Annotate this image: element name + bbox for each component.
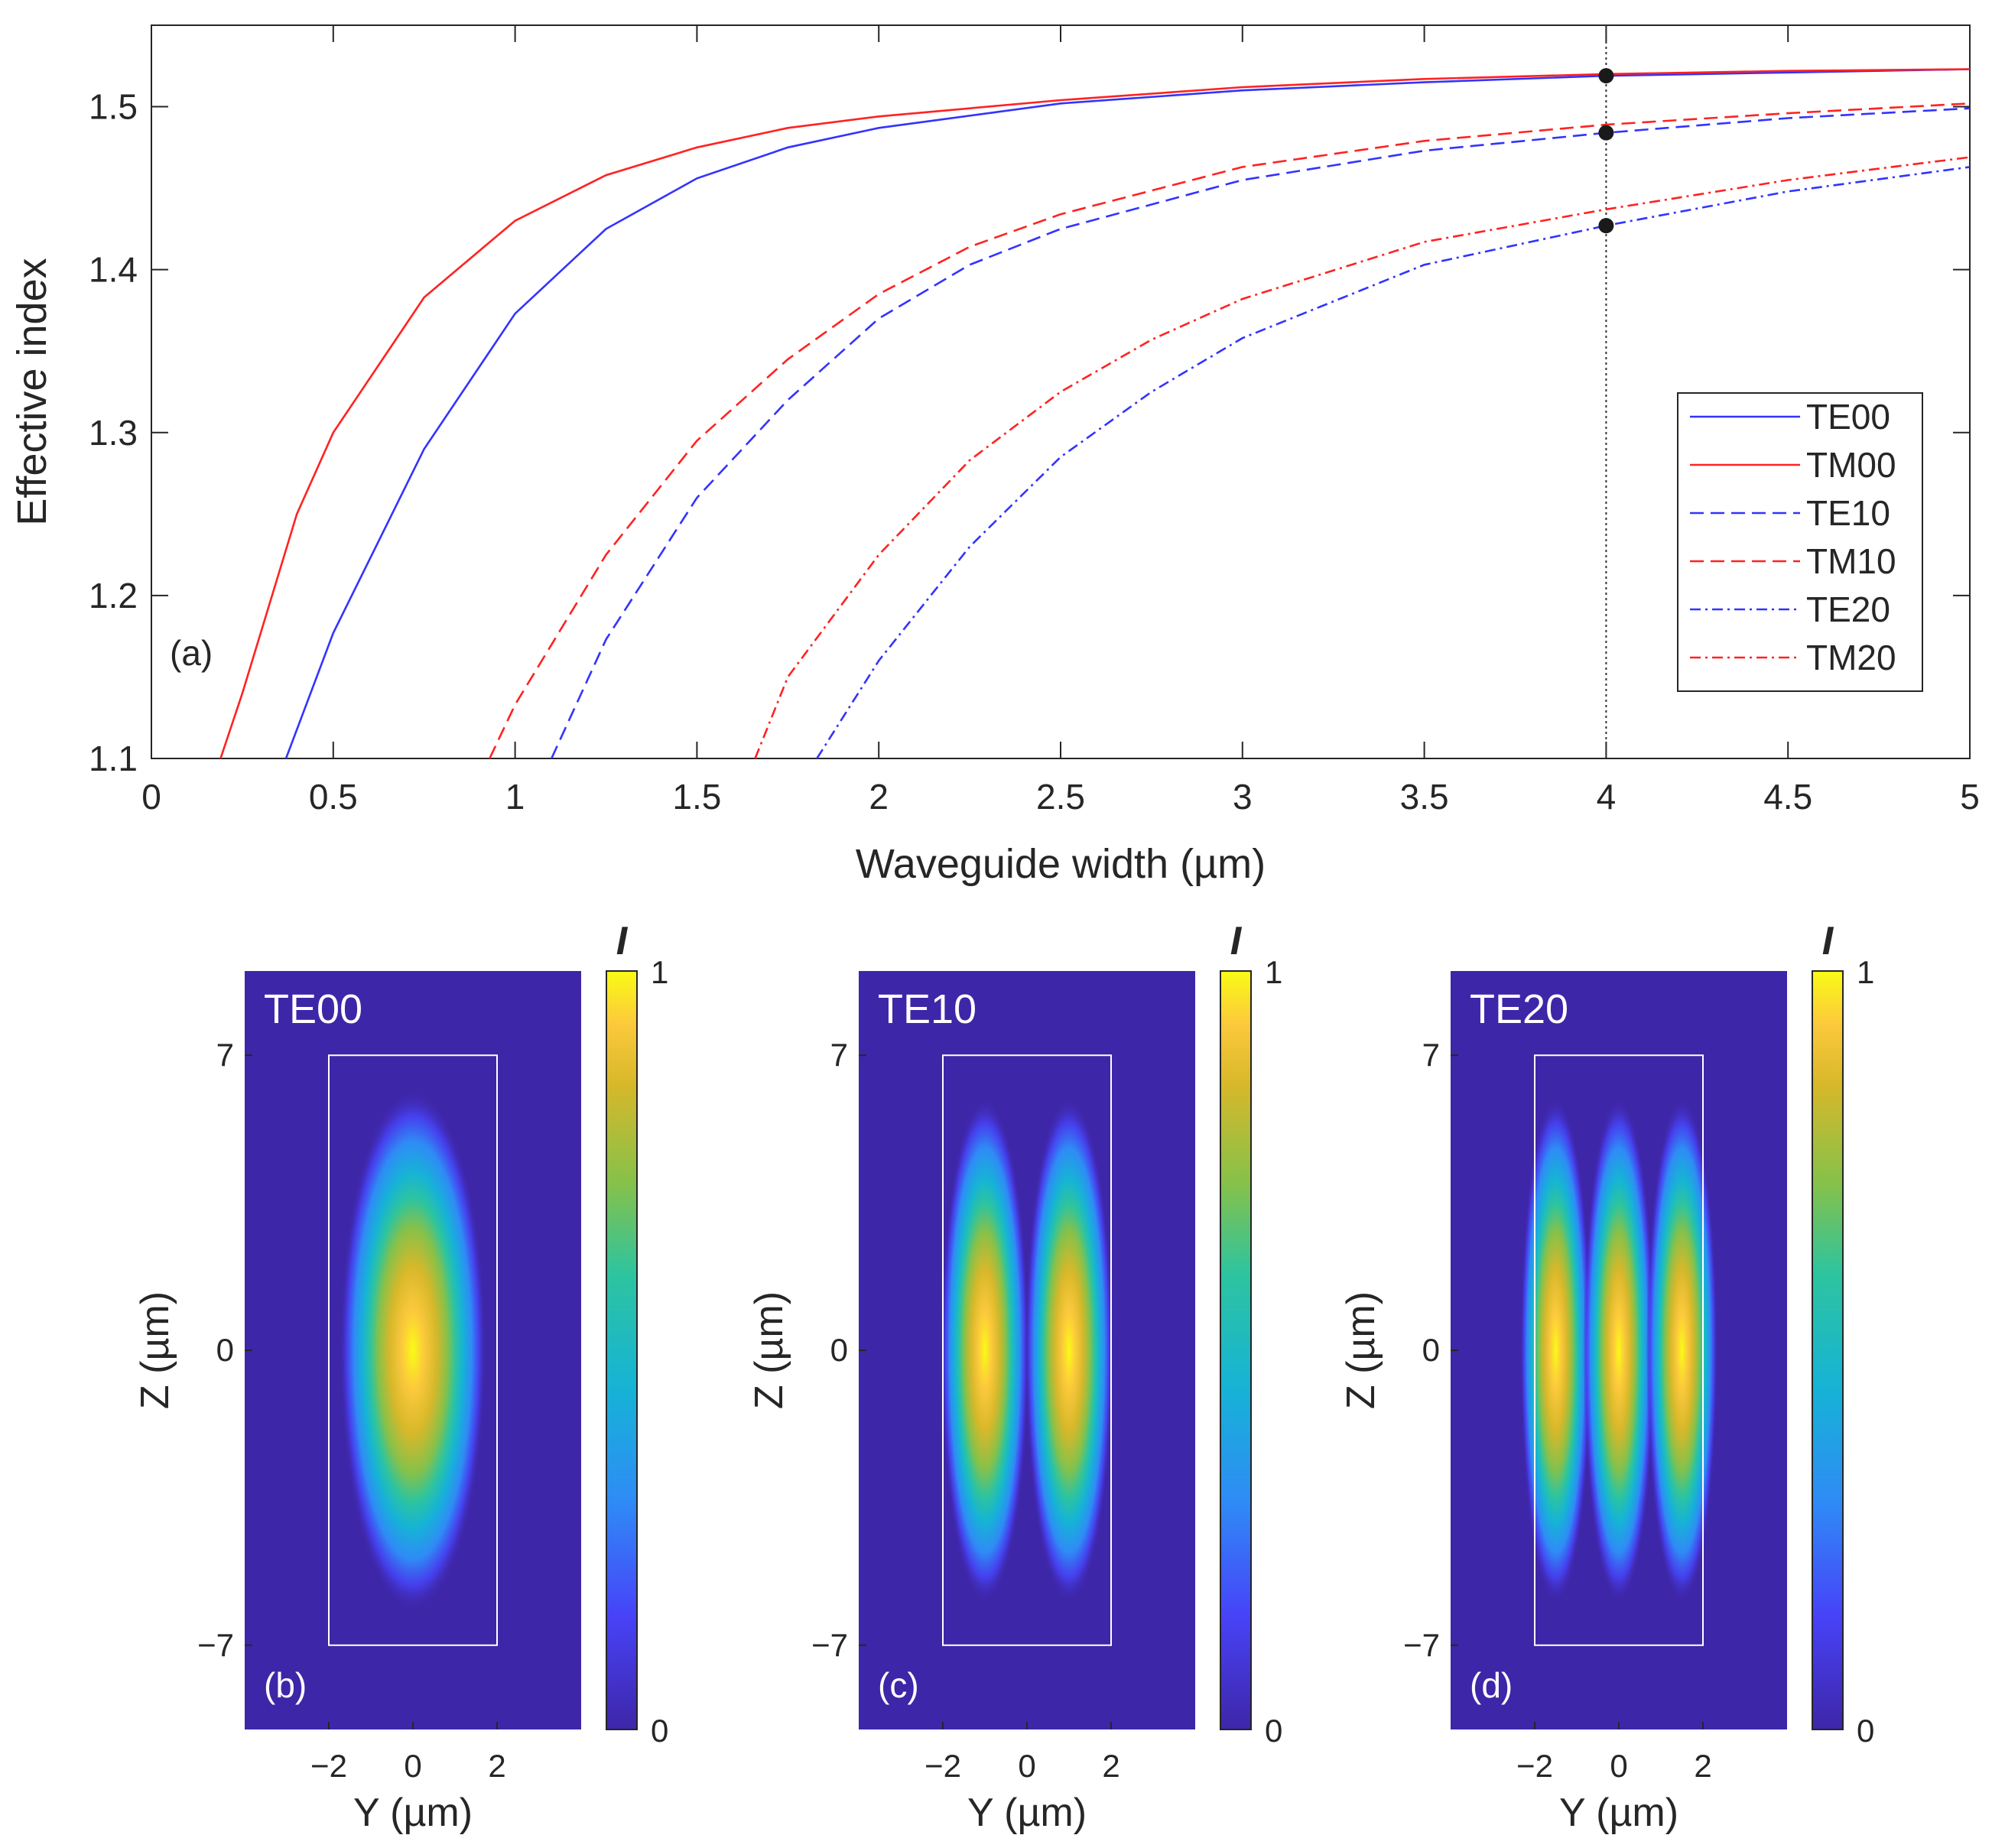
series-line-tm10 bbox=[489, 102, 1970, 758]
y-tick-label: 0 bbox=[830, 1332, 848, 1368]
y-tick-label: −7 bbox=[1403, 1627, 1440, 1663]
intensity-lobe bbox=[1646, 1097, 1718, 1603]
x-tick-label: 3.5 bbox=[1400, 777, 1449, 817]
x-tick-label: 2.5 bbox=[1036, 777, 1085, 817]
x-tick-label: 0 bbox=[1018, 1748, 1035, 1784]
x-tick-label: 0 bbox=[1610, 1748, 1627, 1784]
y-tick-label: −7 bbox=[811, 1627, 848, 1663]
x-tick-label: 2 bbox=[1102, 1748, 1119, 1784]
mode-name-label: TE10 bbox=[878, 986, 977, 1032]
colorbar-max-label: 1 bbox=[1265, 954, 1282, 990]
intensity-lobe bbox=[1025, 1097, 1113, 1603]
intensity-lobe bbox=[339, 1089, 487, 1612]
x-tick-label: 4 bbox=[1597, 777, 1617, 817]
data-marker bbox=[1598, 68, 1614, 84]
mode-profile-te00: −2 0 2 −7 0 7 Y (µm) Z (µm) TE00 (b) 1 0 I bbox=[133, 919, 668, 1835]
panel-label: (b) bbox=[264, 1665, 307, 1705]
legend: TE00 TM00 TE10 TM10 TE20 TM20 bbox=[1677, 392, 1923, 692]
waveguide-core-outline bbox=[1534, 1054, 1704, 1646]
y-axis-label: Z (µm) bbox=[1339, 1291, 1383, 1409]
colorbar-min-label: 0 bbox=[651, 1713, 668, 1749]
colorbar bbox=[1220, 970, 1252, 1730]
y-axis-label: Z (µm) bbox=[747, 1291, 791, 1409]
plot-series bbox=[219, 25, 1970, 758]
data-marker bbox=[1598, 125, 1614, 141]
intensity-lobe bbox=[1583, 1097, 1655, 1603]
colorbar bbox=[606, 970, 638, 1730]
field-lobes bbox=[339, 1089, 487, 1612]
x-axis-label: Y (µm) bbox=[353, 1791, 473, 1835]
x-tick-label: 0 bbox=[141, 777, 161, 817]
y-tick-label: 1.2 bbox=[89, 576, 138, 615]
legend-entry-label: TM10 bbox=[1806, 541, 1896, 581]
x-axis-label: Y (µm) bbox=[967, 1791, 1087, 1835]
x-tick-label: 0 bbox=[404, 1748, 421, 1784]
legend-entry-label: TE10 bbox=[1806, 493, 1890, 533]
series-line-te10 bbox=[551, 107, 1970, 758]
series-line-te00 bbox=[284, 68, 1970, 758]
colorbar-title: I bbox=[1230, 919, 1243, 963]
colorbar-max-label: 1 bbox=[1857, 954, 1874, 990]
mode-name-label: TE00 bbox=[264, 986, 362, 1032]
field-lobes bbox=[941, 1097, 1113, 1603]
x-tick-label: 4.5 bbox=[1763, 777, 1812, 817]
legend-entry-label: TM20 bbox=[1806, 638, 1896, 677]
waveguide-core-outline bbox=[328, 1054, 498, 1646]
y-tick-label: 0 bbox=[1422, 1332, 1440, 1368]
colorbar-min-label: 0 bbox=[1857, 1713, 1874, 1749]
y-tick-label: 7 bbox=[830, 1037, 848, 1073]
colorbar-min-label: 0 bbox=[1265, 1713, 1282, 1749]
series-line-tm20 bbox=[754, 156, 1970, 758]
y-tick-label: 1.1 bbox=[89, 739, 138, 778]
y-tick-label: 1.4 bbox=[89, 250, 138, 290]
intensity-lobe bbox=[941, 1097, 1029, 1603]
waveguide-core-outline bbox=[942, 1054, 1112, 1646]
series-line-te20 bbox=[816, 166, 1970, 758]
data-marker bbox=[1598, 218, 1614, 234]
legend-box bbox=[1677, 392, 1923, 692]
x-tick-label: −2 bbox=[1516, 1748, 1553, 1784]
y-tick-label: 1.3 bbox=[89, 413, 138, 453]
legend-entry-label: TE20 bbox=[1806, 589, 1890, 629]
mode-name-label: TE20 bbox=[1470, 986, 1568, 1032]
x-tick-label: 1.5 bbox=[672, 777, 721, 817]
colorbar bbox=[1812, 970, 1844, 1730]
x-tick-label: 5 bbox=[1960, 777, 1980, 817]
colorbar-title: I bbox=[1822, 919, 1834, 963]
x-tick-label: 2 bbox=[1694, 1748, 1711, 1784]
x-tick-label: 1 bbox=[505, 777, 525, 817]
x-tick-label: −2 bbox=[925, 1748, 961, 1784]
intensity-lobe bbox=[1519, 1097, 1592, 1603]
y-tick-label: 7 bbox=[216, 1037, 234, 1073]
y-tick-label: −7 bbox=[197, 1627, 234, 1663]
legend-entry-label: TM00 bbox=[1806, 445, 1896, 485]
y-tick-label: 0 bbox=[216, 1332, 234, 1368]
legend-entry-label: TE00 bbox=[1806, 397, 1890, 437]
y-tick-label: 7 bbox=[1422, 1037, 1440, 1073]
colorbar-max-label: 1 bbox=[651, 954, 668, 990]
panel-label: (d) bbox=[1470, 1665, 1513, 1705]
field-lobes bbox=[1519, 1097, 1718, 1603]
colorbar-title: I bbox=[616, 919, 629, 963]
plot-area bbox=[151, 24, 1971, 759]
x-tick-label: 2 bbox=[488, 1748, 505, 1784]
x-axis-label: Y (µm) bbox=[1559, 1791, 1678, 1835]
mode-profile-te10: −2 0 2 −7 0 7 Y (µm) Z (µm) TE10 (c) 1 0 I bbox=[747, 919, 1282, 1835]
panel-label: (a) bbox=[170, 633, 213, 673]
y-axis-label: Effective index bbox=[9, 258, 55, 525]
x-tick-label: 3 bbox=[1233, 777, 1253, 817]
x-tick-label: −2 bbox=[310, 1748, 347, 1784]
x-axis-label: Waveguide width (µm) bbox=[856, 841, 1266, 887]
mode-profile-te20: −2 0 2 −7 0 7 Y (µm) Z (µm) TE20 (d) 1 0 I bbox=[1339, 919, 1874, 1835]
x-tick-label: 2 bbox=[869, 777, 889, 817]
series-line-tm00 bbox=[219, 68, 1970, 758]
x-tick-label: 0.5 bbox=[309, 777, 358, 817]
effective-index-plot: 0 0.5 1 1.5 2 2.5 3 3.5 4 4.5 5 1.1 1.2 1.3 1.4 1.5 Wave… bbox=[9, 24, 1980, 887]
y-tick-label: 1.5 bbox=[89, 87, 138, 127]
panel-label: (c) bbox=[878, 1665, 919, 1705]
y-axis-label: Z (µm) bbox=[133, 1291, 177, 1409]
